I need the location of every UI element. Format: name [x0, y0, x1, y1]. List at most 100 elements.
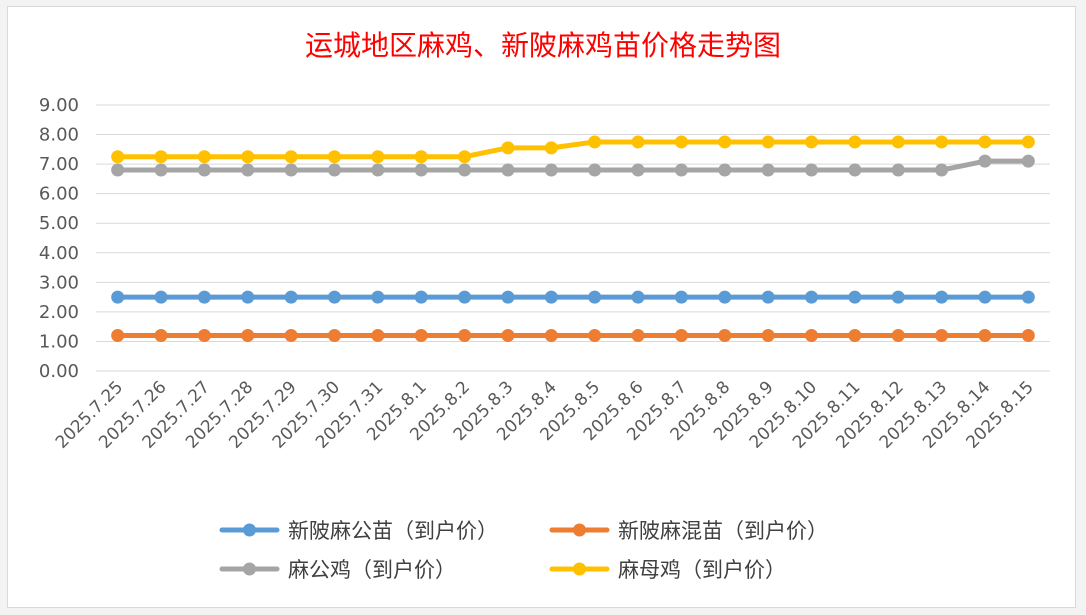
legend: 新陂麻公苗（到户价） 新陂麻混苗（到户价） 麻公鸡（到户价） 麻母鸡（到户价） — [219, 519, 828, 582]
data-point — [284, 290, 298, 304]
data-point — [978, 329, 992, 343]
legend-label: 新陂麻公苗（到户价） — [288, 519, 498, 543]
data-point — [154, 329, 168, 343]
data-point — [197, 150, 211, 164]
data-point — [588, 290, 602, 304]
data-point — [674, 290, 688, 304]
data-point — [154, 150, 168, 164]
data-point — [718, 329, 732, 343]
series-4 — [111, 135, 1035, 164]
data-point — [111, 150, 125, 164]
x-axis-ticks: 2025.7.252025.7.262025.7.272025.7.282025… — [52, 377, 1038, 452]
data-point — [1021, 154, 1035, 168]
legend-marker — [573, 523, 586, 537]
data-point — [935, 163, 949, 177]
data-point — [805, 135, 818, 149]
data-point — [674, 163, 688, 177]
legend-marker — [243, 562, 256, 576]
data-point — [544, 290, 558, 304]
data-point — [891, 163, 905, 177]
legend-label: 新陂麻混苗（到户价） — [618, 519, 828, 543]
series-2 — [111, 329, 1035, 343]
data-point — [848, 135, 862, 149]
data-point — [414, 163, 428, 177]
data-point — [197, 329, 211, 343]
y-tick-label: 1.00 — [39, 331, 79, 352]
data-point — [848, 163, 862, 177]
data-point — [761, 163, 775, 177]
y-tick-label: 2.00 — [39, 302, 79, 323]
data-point — [674, 135, 688, 149]
data-point — [111, 163, 125, 177]
y-tick-label: 6.00 — [39, 184, 79, 205]
y-tick-label: 9.00 — [39, 95, 79, 116]
data-point — [761, 290, 775, 304]
y-tick-label: 7.00 — [39, 154, 79, 175]
data-point — [978, 154, 992, 168]
data-point — [414, 329, 428, 343]
data-point — [371, 290, 385, 304]
data-point — [111, 329, 125, 343]
legend-label: 麻公鸡（到户价） — [288, 558, 456, 582]
data-point — [761, 329, 775, 343]
data-point — [328, 290, 341, 304]
data-point — [718, 290, 732, 304]
data-point — [848, 329, 862, 343]
data-point — [891, 135, 905, 149]
data-point — [111, 290, 125, 304]
y-tick-label: 4.00 — [39, 243, 79, 264]
data-point — [414, 290, 428, 304]
legend-marker — [573, 562, 586, 576]
data-point — [501, 163, 515, 177]
data-point — [935, 290, 949, 304]
data-point — [241, 290, 255, 304]
data-point — [501, 141, 515, 155]
data-point — [588, 329, 602, 343]
legend-item: 新陂麻公苗（到户价） — [219, 519, 498, 543]
data-point — [544, 329, 558, 343]
data-point — [978, 135, 992, 149]
data-point — [154, 290, 168, 304]
data-point — [631, 135, 645, 149]
data-point — [588, 163, 602, 177]
data-point — [284, 163, 298, 177]
series-group — [111, 135, 1035, 343]
data-point — [631, 329, 645, 343]
y-axis-ticks: 0.00 1.00 2.00 3.00 4.00 5.00 6.00 7.00 8.00 9.00 — [39, 95, 79, 382]
data-point — [631, 290, 645, 304]
data-point — [544, 141, 558, 155]
legend-item: 麻母鸡（到户价） — [549, 558, 786, 582]
data-point — [284, 150, 298, 164]
data-point — [501, 290, 515, 304]
legend-item: 麻公鸡（到户价） — [219, 558, 456, 582]
data-point — [197, 163, 211, 177]
data-point — [458, 290, 472, 304]
chart-area[interactable] — [7, 6, 1076, 608]
data-point — [891, 329, 905, 343]
y-tick-label: 0.00 — [39, 361, 79, 382]
gridlines — [96, 104, 1050, 372]
y-tick-label: 8.00 — [39, 125, 79, 146]
data-point — [414, 150, 428, 164]
data-point — [848, 290, 862, 304]
chart-title: 运城地区麻鸡、新陂麻鸡苗价格走势图 — [305, 29, 781, 62]
data-point — [935, 329, 949, 343]
data-point — [805, 290, 818, 304]
data-point — [891, 290, 905, 304]
legend-marker — [243, 523, 256, 537]
data-point — [674, 329, 688, 343]
data-point — [805, 329, 818, 343]
y-tick-label: 3.00 — [39, 272, 79, 293]
data-point — [761, 135, 775, 149]
data-point — [328, 150, 341, 164]
data-point — [458, 150, 472, 164]
series-line — [115, 139, 1031, 160]
data-point — [718, 135, 732, 149]
data-point — [501, 329, 515, 343]
data-point — [1021, 135, 1035, 149]
data-point — [1021, 290, 1035, 304]
data-point — [284, 329, 298, 343]
data-point — [935, 135, 949, 149]
